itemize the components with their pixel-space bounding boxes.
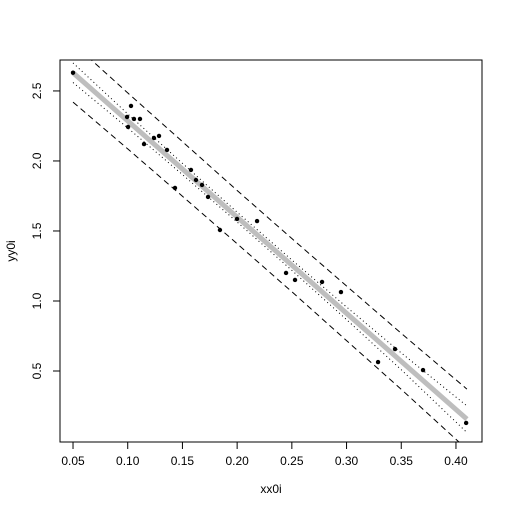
data-point (188, 167, 194, 173)
y-tick-label: 1.5 (30, 222, 44, 239)
data-point (151, 135, 157, 141)
data-point (420, 367, 426, 373)
data-point (172, 185, 178, 191)
data-point (292, 277, 298, 283)
data-point (156, 133, 162, 139)
data-point (125, 124, 131, 130)
y-tick-label: 0.5 (30, 362, 44, 379)
fit-line (72, 101, 460, 442)
y-tick-label: 2.5 (30, 82, 44, 99)
x-tick-label: 0.20 (225, 454, 249, 468)
data-point (164, 147, 170, 153)
data-point (234, 216, 240, 222)
fit-line (90, 60, 468, 390)
data-point (128, 103, 134, 109)
x-tick-label: 0.10 (116, 454, 140, 468)
data-point (254, 218, 260, 224)
x-tick-label: 0.25 (280, 454, 304, 468)
y-axis-label: yy0i (4, 240, 18, 261)
data-point (131, 116, 137, 122)
data-point (392, 346, 398, 352)
data-point (124, 114, 130, 120)
x-tick-label: 0.30 (335, 454, 359, 468)
x-tick-label: 0.15 (171, 454, 195, 468)
data-point (205, 194, 211, 200)
data-point (319, 279, 325, 285)
x-tick-label: 0.05 (61, 454, 85, 468)
data-point (141, 141, 147, 147)
plot-area (70, 60, 469, 442)
data-point (193, 177, 199, 183)
x-tick-label: 0.35 (390, 454, 414, 468)
x-tick-label: 0.40 (444, 454, 468, 468)
data-point (137, 116, 143, 122)
data-point (283, 270, 289, 276)
data-point (375, 359, 381, 365)
data-point (217, 227, 223, 233)
y-tick-label: 1.0 (30, 292, 44, 309)
data-point (199, 182, 205, 188)
fit-line (71, 70, 469, 422)
data-point (338, 289, 344, 295)
y-tick-label: 2.0 (30, 152, 44, 169)
data-point (70, 70, 76, 75)
x-axis-label: xx0i (260, 482, 281, 496)
data-point (463, 420, 469, 426)
